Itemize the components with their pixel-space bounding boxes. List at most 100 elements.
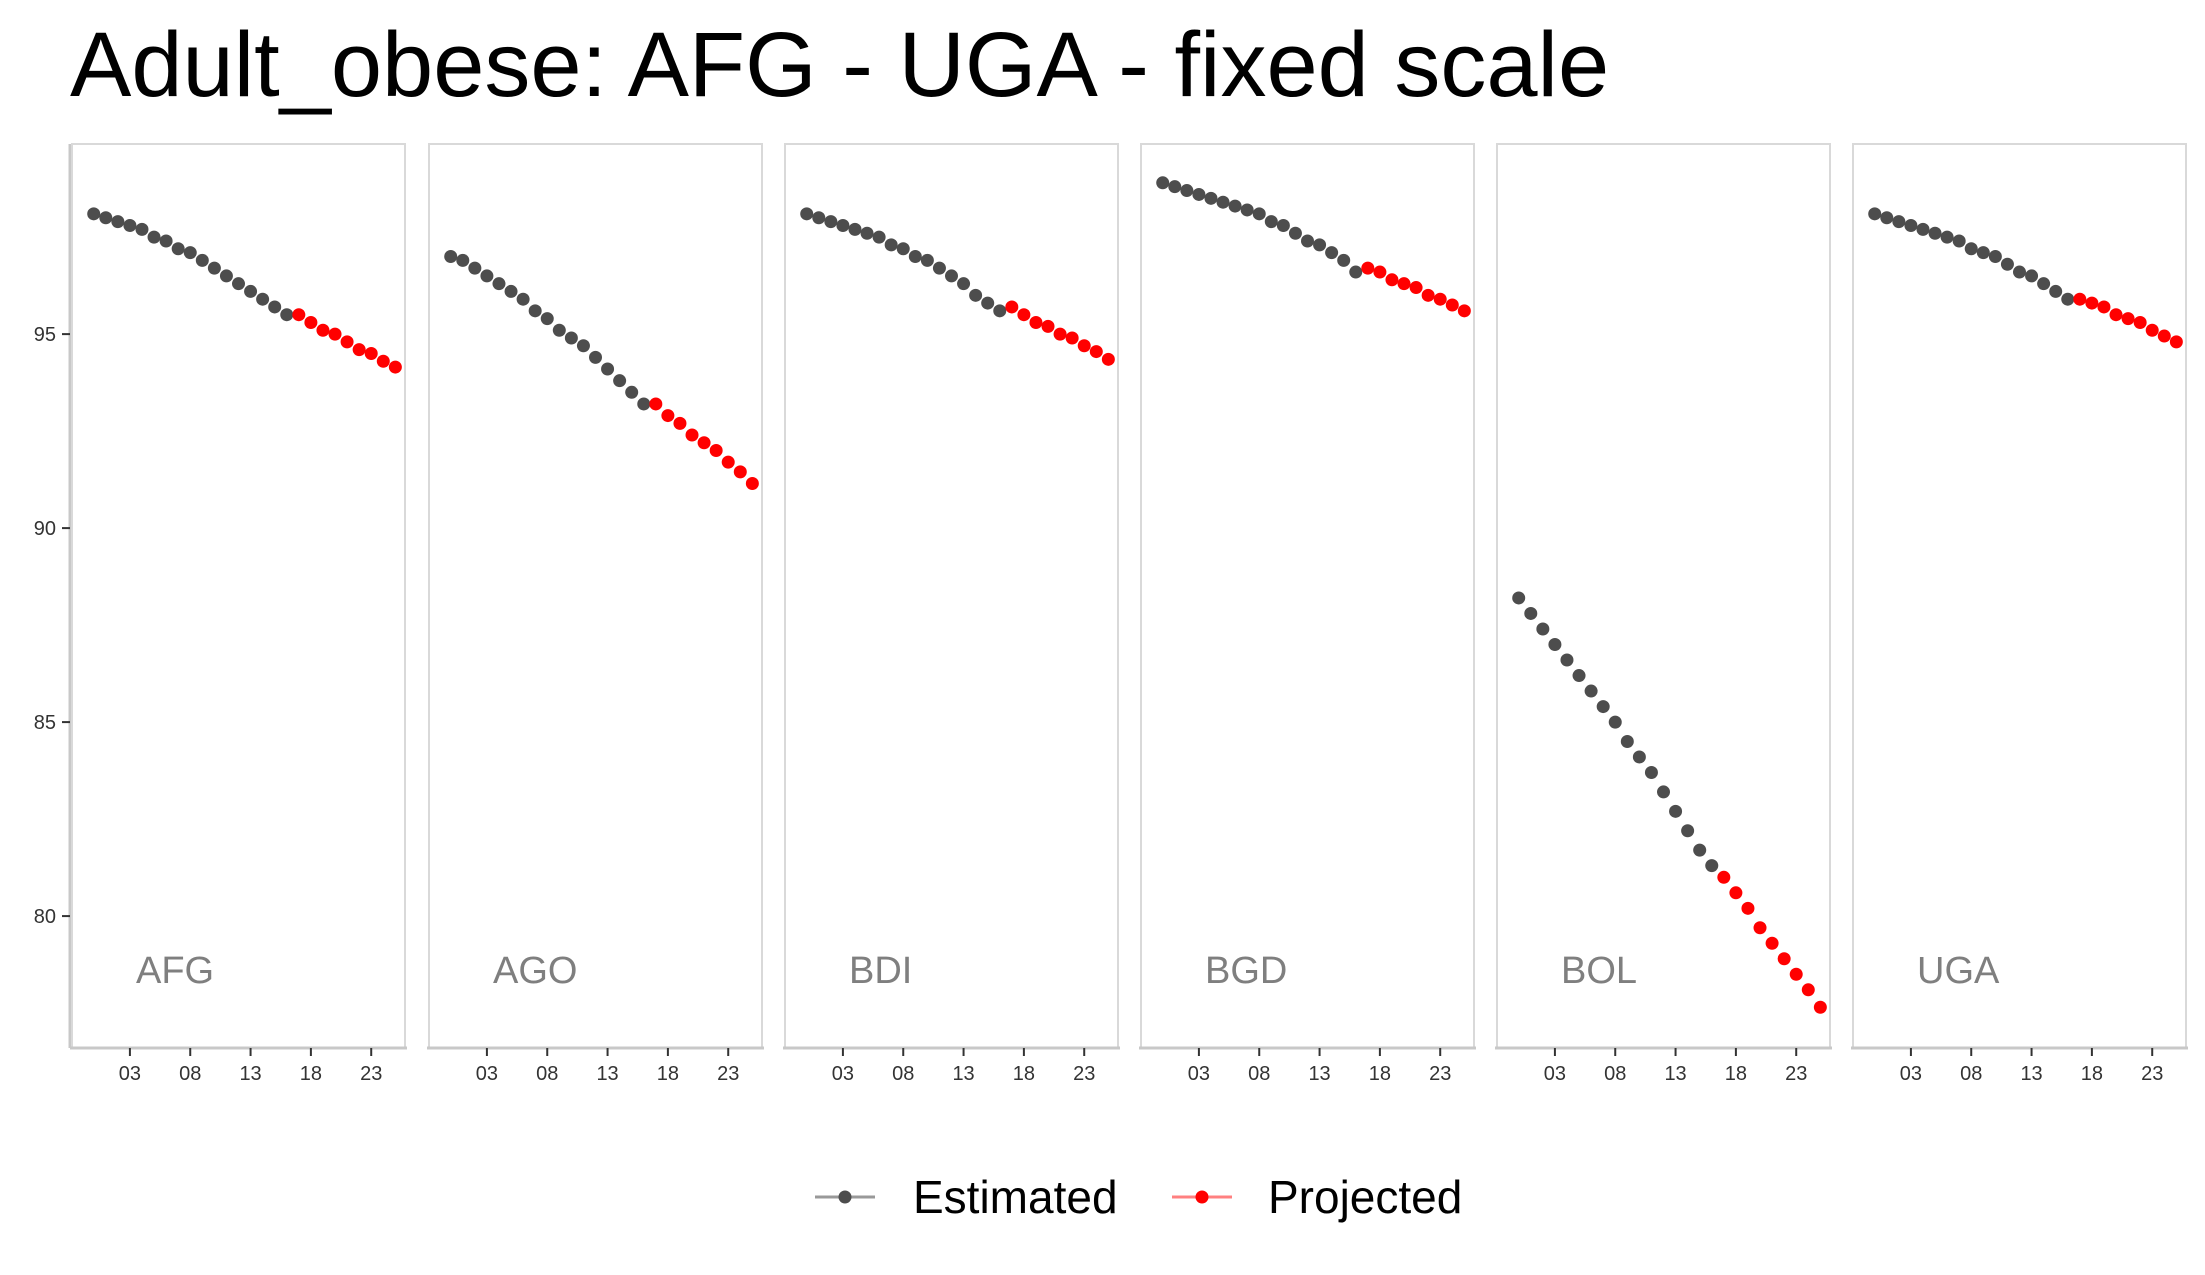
projected-point [2169,335,2183,349]
y-tick-label: 95 [34,324,56,346]
estimated-point [2049,284,2063,298]
estimated-point [957,277,971,291]
estimated-point [896,242,910,256]
x-tick-label: 08 [1604,1063,1626,1085]
estimated-point [1180,184,1194,198]
panel-border [1140,143,1475,1049]
projected-point [1361,261,1375,275]
estimated-point [540,312,554,326]
estimated-point [1657,785,1670,799]
estimated-point [1325,246,1339,260]
projected-point [2121,312,2135,326]
panel-label: UGA [1917,950,2000,992]
estimated-point [824,215,838,229]
projected-point [1789,967,1803,981]
projected-point [2109,308,2123,322]
estimated-point [800,207,814,221]
estimated-point [1940,230,1954,244]
projected-point [1065,331,1079,345]
projected-point [1053,327,1067,341]
panel-label: AGO [493,950,577,992]
panel-border [1496,143,1831,1049]
estimated-point [504,284,518,298]
projected-point [2157,329,2171,343]
projected-point [1041,319,1055,333]
projected-point [1385,273,1399,287]
estimated-point [468,261,482,275]
estimated-point [1288,226,1302,240]
projected-point [1101,352,1115,366]
estimated-point [1301,234,1314,248]
estimated-point [1892,215,1906,229]
estimated-point [256,292,270,306]
legend-key-point [838,1190,852,1204]
estimated-point [1904,218,1918,232]
projected-point [340,335,354,349]
x-tick-label: 18 [300,1063,322,1085]
estimated-point [516,292,530,306]
x-tick-label: 23 [360,1063,382,1085]
x-tick-label: 18 [1013,1063,1035,1085]
panel-label: BDI [849,950,912,992]
projected-point [661,409,675,423]
estimated-point [1313,238,1327,252]
x-tick-label: 18 [657,1063,679,1085]
estimated-point [1252,207,1266,221]
estimated-point [1928,226,1942,240]
projected-point [673,416,687,430]
projected-point [1741,901,1755,915]
legend: Estimated Projected [815,1171,1462,1223]
x-tick-label: 18 [1725,1063,1747,1085]
projected-point [1717,870,1731,884]
estimated-point [1596,700,1610,714]
estimated-point [884,238,898,252]
estimated-point [207,261,221,275]
estimated-point [492,277,506,291]
projected-point [733,465,747,479]
x-tick-label: 18 [1369,1063,1391,1085]
projected-point [721,455,735,469]
estimated-point [1276,218,1290,232]
estimated-point [183,246,197,260]
y-tick-label: 85 [34,712,56,734]
panel-label: AFG [136,950,214,992]
x-tick-label: 03 [476,1063,498,1085]
x-tick-label: 03 [1544,1063,1566,1085]
projected-point [685,428,699,442]
projected-point [1801,983,1815,997]
x-tick-label: 13 [239,1063,261,1085]
estimated-point [625,385,639,399]
estimated-point [1512,591,1526,605]
estimated-point [812,211,826,225]
estimated-point [1192,187,1206,201]
estimated-point [1880,211,1894,225]
x-tick-label: 03 [1900,1063,1922,1085]
facet-panels: 80 85 90 95 03 08 13 18 23 AFG 03 08 13 18 23 AGO 03 08 13… [34,143,2188,1085]
x-tick-label: 13 [952,1063,974,1085]
estimated-point [932,261,946,275]
estimated-point [2025,269,2039,283]
estimated-point [1964,242,1978,256]
estimated-point [1705,859,1719,873]
estimated-point [2013,265,2026,279]
projected-point [376,354,390,368]
projected-point [1421,288,1435,302]
projected-point [364,347,378,361]
projected-point [1813,1000,1827,1014]
estimated-point [1168,180,1182,194]
estimated-point [1264,215,1278,229]
x-tick-label: 23 [2141,1063,2163,1085]
estimated-point [1204,191,1218,205]
estimated-point [456,253,470,267]
estimated-point [2037,277,2051,291]
panel-border [1852,143,2187,1049]
estimated-point [1952,234,1966,248]
estimated-point [1916,222,1930,236]
projected-point [2097,300,2111,314]
estimated-point [920,253,934,267]
estimated-point [1337,253,1351,267]
estimated-point [872,230,886,244]
x-tick-label: 08 [1960,1063,1982,1085]
x-tick-label: 03 [119,1063,141,1085]
